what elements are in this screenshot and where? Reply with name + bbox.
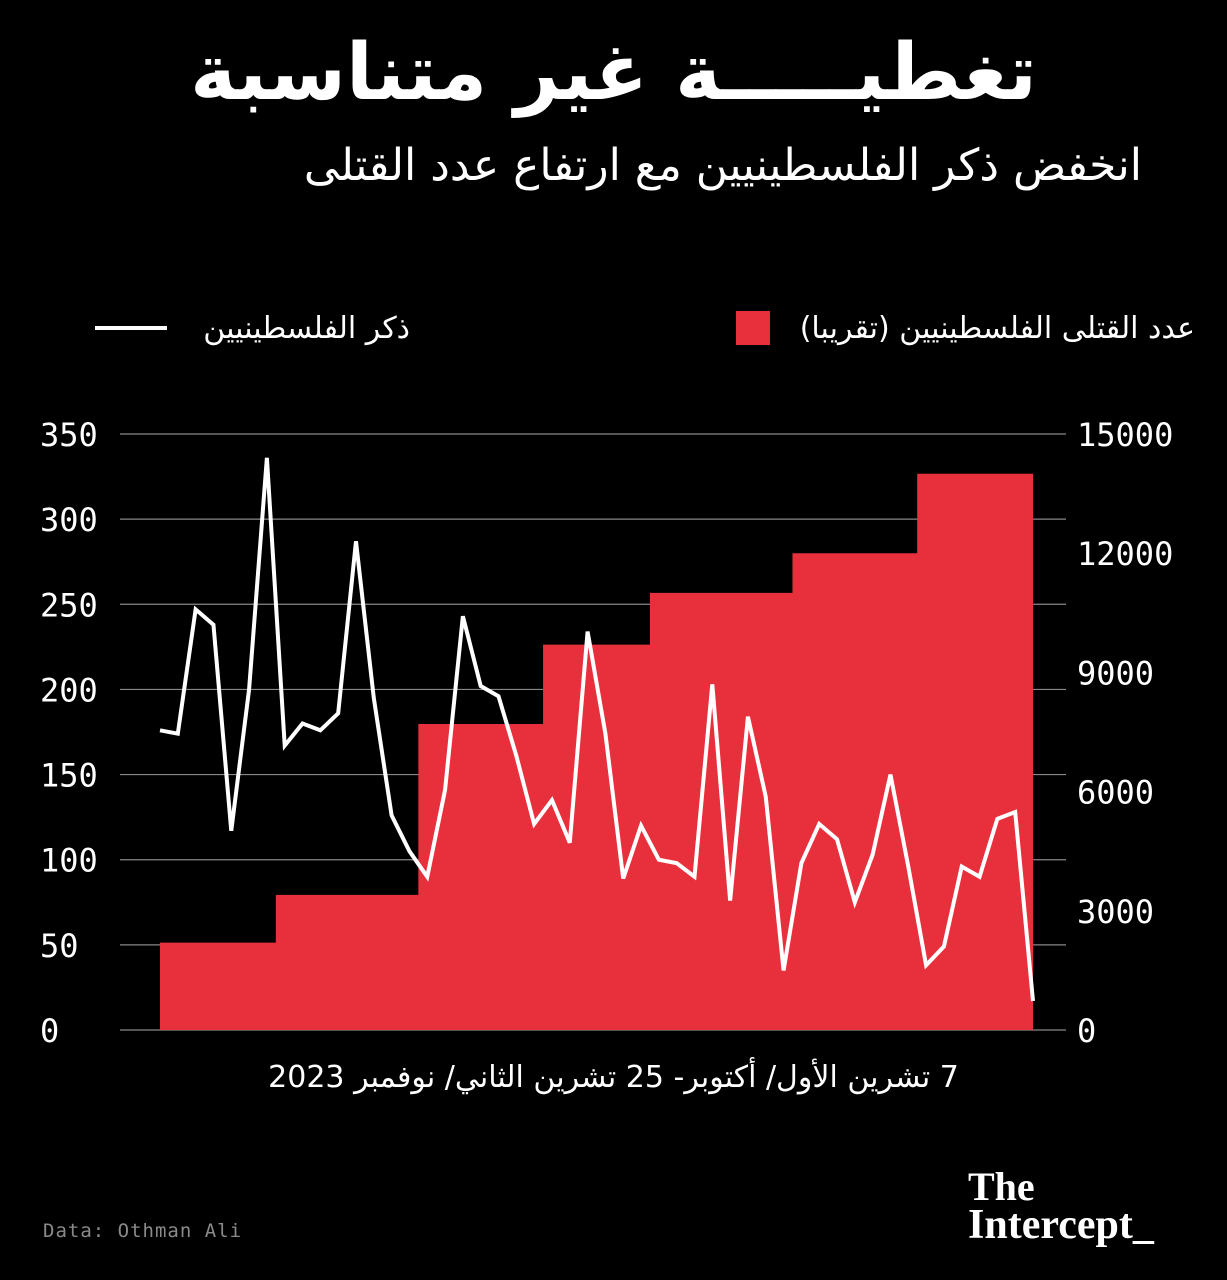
- right-tick-label: 15000: [1077, 416, 1173, 454]
- left-tick-label: 150: [40, 757, 98, 795]
- logo-line-2: Intercept_: [968, 1202, 1154, 1248]
- left-axis-ticks: 0 50 100 150 200 250 300 350: [40, 416, 98, 1050]
- right-tick-label: 12000: [1077, 535, 1173, 573]
- legend-mentions-swatch: [95, 326, 168, 330]
- left-tick-label: 250: [40, 586, 98, 624]
- left-tick-label: 50: [40, 927, 79, 965]
- right-tick-label: 0: [1077, 1012, 1096, 1050]
- chart-title: تغطيـــــة غير متناسبة: [190, 28, 1037, 118]
- deaths-area: [160, 473, 1033, 1030]
- legend-mentions-label: ذكر الفلسطينيين: [203, 310, 410, 346]
- left-tick-label: 300: [40, 501, 98, 539]
- left-tick-label: 200: [40, 671, 98, 709]
- right-axis-ticks: 0 3000 6000 9000 12000 15000: [1077, 416, 1173, 1050]
- mentions-polyline: [159, 457, 1035, 1002]
- data-source: Data: Othman Ali: [43, 1220, 243, 1242]
- chart-subtitle: انخفض ذكر الفلسطينيين مع ارتفاع عدد القت…: [303, 140, 1142, 191]
- x-axis-label: 7 تشرين الأول/ أكتوبر- 25 تشرين الثاني/ …: [268, 1060, 959, 1095]
- mentions-line: [159, 457, 1035, 1002]
- right-tick-label: 6000: [1077, 774, 1154, 812]
- legend-deaths-label: عدد القتلى الفلسطينيين (تقريبا): [799, 310, 1195, 346]
- left-tick-label: 350: [40, 416, 98, 454]
- intercept-logo: The Intercept_: [968, 1164, 1154, 1248]
- legend-mentions: ذكر الفلسطينيين: [95, 308, 410, 348]
- logo-line-1: The: [968, 1164, 1035, 1209]
- deaths-area-shape: [160, 473, 1033, 1030]
- legend-deaths-swatch: [735, 311, 770, 345]
- left-tick-label: 0: [40, 1012, 59, 1050]
- legend-deaths: عدد القتلى الفلسطينيين (تقريبا): [735, 308, 1195, 348]
- left-tick-label: 100: [40, 842, 98, 880]
- right-tick-label: 9000: [1077, 654, 1154, 692]
- right-tick-label: 3000: [1077, 893, 1154, 931]
